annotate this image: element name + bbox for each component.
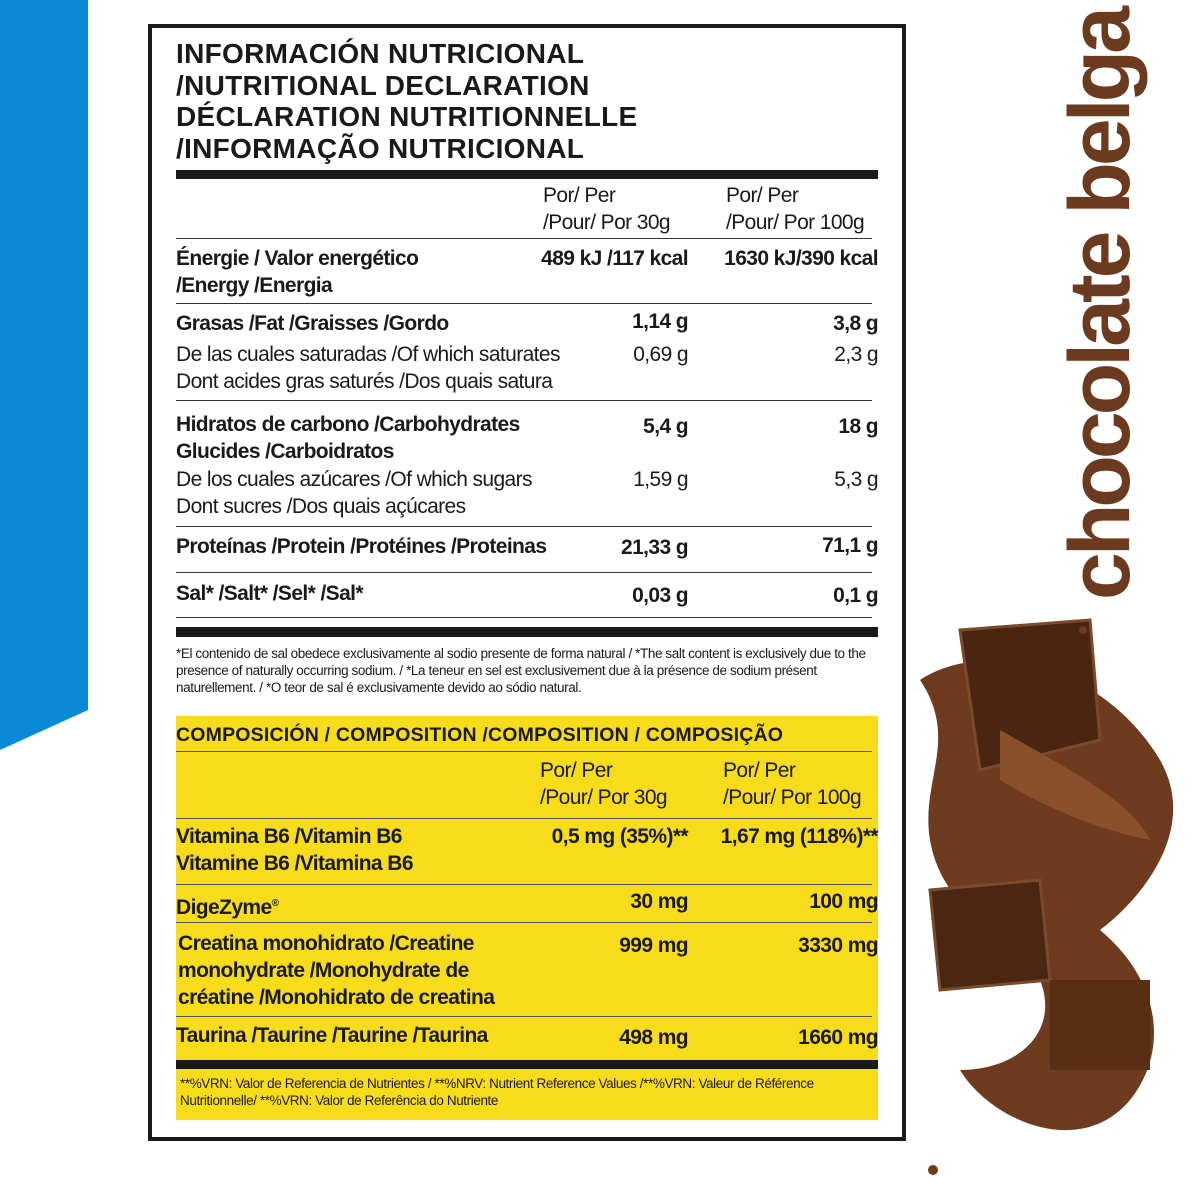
energy-30g: 489 kJ /117 kcal (541, 247, 688, 270)
sugars-30g: 1,59 g (633, 468, 688, 491)
salt-label: Sal* /Salt* /Sel* /Sal* (176, 582, 364, 605)
b6-30g: 0,5 mg (35%)** (551, 825, 689, 848)
divider (176, 884, 872, 885)
divider (176, 303, 872, 304)
divider (176, 751, 872, 752)
sugars-label: De los cuales azúcares /Of which sugars D… (176, 468, 533, 518)
divider (176, 922, 872, 923)
protein-100g: 71,1 g (822, 534, 879, 557)
taurine-30g: 498 mg (619, 1026, 688, 1049)
creatine-30g: 999 mg (619, 934, 688, 957)
col-header-30g: Por/ Per/Pour/ Por 30g (543, 184, 671, 234)
fat-100g: 3,8 g (833, 312, 878, 335)
carbs-label: Hidratos de carbono /Carbohydrates Glucid… (176, 413, 520, 463)
carbs-100g: 18 g (838, 415, 878, 438)
digezyme-30g: 30 mg (630, 890, 688, 913)
panel-title: INFORMACIÓN NUTRICIONAL /NUTRITIONAL DEC… (176, 38, 637, 164)
taurine-label: Taurina /Taurine /Taurine /Taurina (176, 1024, 488, 1047)
salt-footnote: *El contenido de sal obedece exclusivame… (176, 646, 866, 695)
sugars-100g: 5,3 g (834, 468, 878, 491)
fat-label: Grasas /Fat /Graisses /Gordo (176, 312, 449, 335)
col-header-100g: Por/ Per/Pour/ Por 100g (726, 184, 865, 234)
creatine-label: Creatina monohidrato /Creatine monohydrat… (178, 932, 495, 1009)
digezyme-label: DigeZyme® (176, 896, 279, 919)
divider (176, 1060, 878, 1069)
salt-100g: 0,1 g (833, 584, 878, 607)
flavor-name: chocolate belga (1052, 10, 1148, 600)
fat-30g: 1,14 g (632, 310, 689, 333)
saturates-label: De las cuales saturadas /Of which satura… (176, 343, 561, 393)
digezyme-100g: 100 mg (809, 890, 878, 913)
comp-header-30g: Por/ Per/Pour/ Por 30g (540, 759, 668, 809)
saturates-30g: 0,69 g (633, 343, 688, 366)
creatine-100g: 3330 mg (798, 934, 878, 957)
protein-label: Proteínas /Protein /Protéines /Proteinas (176, 535, 547, 558)
protein-30g: 21,33 g (620, 536, 689, 559)
title-line: /NUTRITIONAL DECLARATION (176, 69, 590, 101)
divider (176, 572, 872, 573)
divider (176, 818, 872, 819)
b6-label: Vitamina B6 /Vitamin B6 Vitamine B6 /Vita… (176, 825, 414, 875)
blue-accent-shape (0, 0, 88, 750)
divider (176, 400, 872, 401)
comp-header-100g: Por/ Per/Pour/ Por 100g (723, 759, 862, 809)
divider (176, 170, 878, 179)
title-line: DÉCLARATION NUTRITIONNELLE (176, 101, 638, 132)
nrv-footnote: **%VRN: Valor de Referencia de Nutriente… (180, 1076, 814, 1108)
energy-label: Énergie / Valor energético/Energy /Energ… (176, 247, 419, 297)
energy-100g: 1630 kJ/390 kcal (724, 247, 878, 270)
nutrition-panel (148, 24, 906, 1141)
taurine-100g: 1660 mg (798, 1026, 878, 1049)
divider (176, 617, 872, 618)
divider (176, 238, 872, 239)
saturates-100g: 2,3 g (834, 343, 878, 366)
divider (176, 526, 872, 527)
carbs-30g: 5,4 g (643, 415, 688, 438)
title-line: /INFORMAÇÃO NUTRICIONAL (176, 132, 585, 164)
divider (176, 627, 878, 637)
title-line: INFORMACIÓN NUTRICIONAL (176, 38, 585, 69)
composition-panel (176, 716, 878, 1120)
b6-100g: 1,67 mg (118%)** (720, 825, 879, 848)
divider (176, 1016, 872, 1017)
chocolate-illustration (920, 618, 1174, 1175)
salt-30g: 0,03 g (632, 584, 689, 607)
composition-title: COMPOSICIÓN / COMPOSITION /COMPOSITION /… (176, 724, 784, 746)
